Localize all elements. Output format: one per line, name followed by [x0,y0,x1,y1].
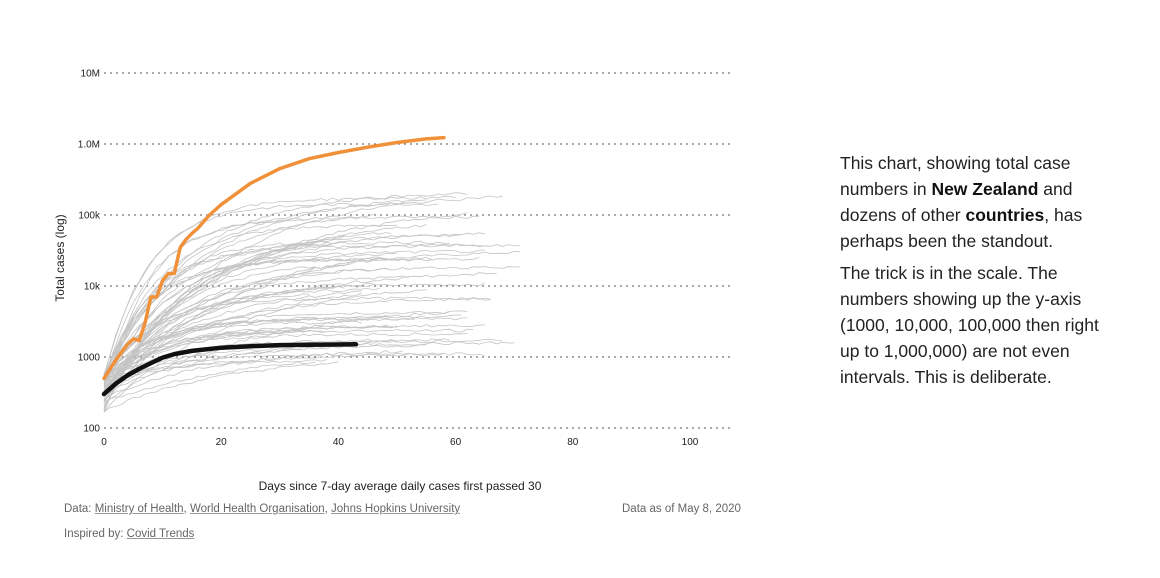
country-line [103,361,339,413]
country-line [103,212,468,375]
data-prefix: Data: [64,503,92,515]
x-axis-title: Days since 7-day average daily cases fir… [259,479,542,493]
highlight-line-black [101,342,359,397]
country-line [103,282,486,395]
country-line [103,202,439,376]
data-date-note: Data as of May 8, 2020 [622,503,741,515]
country-line [103,352,445,381]
country-line [103,268,392,393]
country-line [103,289,427,413]
paragraph-2: The trick is in the scale. The numbers s… [840,263,1099,387]
y-tick-100: 100 [83,424,100,435]
x-tick-80: 80 [567,437,579,448]
x-tick-100: 100 [682,437,699,448]
country-line [103,224,398,387]
highlight-new-zealand: New Zealand [931,179,1039,199]
y-tick-1.0M: 1.0M [78,140,100,151]
country-line [103,290,362,384]
country-line [103,257,480,389]
gridlines [104,72,730,429]
country-line [103,256,380,408]
highlight-line-orange [102,135,446,381]
country-line [103,272,497,375]
x-tick-0: 0 [101,437,107,448]
source-link-who[interactable]: World Health Organisation [189,503,325,515]
article-text: This chart, showing total case numbers i… [840,150,1120,396]
y-tick-100k: 100k [78,211,101,222]
y-axis-title: Total cases (log) [53,214,67,301]
x-tick-20: 20 [216,437,228,448]
highlight-lines [101,135,446,397]
y-tick-1000: 1000 [78,353,101,364]
country-line [103,361,316,403]
country-line [103,243,491,378]
background-country-lines [103,192,521,413]
country-line [103,324,485,382]
country-line [103,275,409,379]
inspired-prefix: Inspired by: [64,528,124,540]
y-tick-10k: 10k [84,282,101,293]
x-tick-labels: 0 20 40 60 80 100 [101,437,699,448]
y-tick-10M: 10M [81,69,100,80]
x-tick-40: 40 [333,437,345,448]
country-line [103,326,398,382]
y-tick-labels: 100 1000 10k 100k 1.0M 10M [78,69,101,435]
inspired-link-covid-trends[interactable]: Covid Trends [126,528,195,540]
x-tick-60: 60 [450,437,462,448]
country-line [103,266,521,395]
country-line [103,297,491,400]
highlight-countries: countries [965,205,1045,225]
country-line [103,195,456,376]
source-link-ministry-of-health[interactable]: Ministry of Health [94,503,184,515]
chart: 100 1000 10k 100k 1.0M 10M 0 20 40 60 80 100 Total… [53,69,730,493]
country-line [103,329,327,378]
country-line [103,195,503,412]
country-line [103,243,310,395]
inspired-by: Inspired by: Covid Trends [64,528,194,540]
country-line [103,339,503,396]
country-line [103,215,480,381]
country-line [103,328,474,377]
country-line [103,341,515,375]
country-line [103,234,462,409]
country-line [103,328,310,384]
country-line [103,350,403,400]
country-line [103,352,485,389]
source-link-johns-hopkins[interactable]: Johns Hopkins University [331,503,461,515]
country-line [103,325,398,391]
country-line [103,317,316,377]
country-line [103,232,485,411]
country-line [103,240,450,389]
country-line [103,249,485,390]
country-line [103,252,398,412]
data-sources: Data: Ministry of Health, World Health O… [64,503,461,515]
paragraph-1: This chart, showing total case numbers i… [840,153,1083,251]
country-line [103,243,521,377]
